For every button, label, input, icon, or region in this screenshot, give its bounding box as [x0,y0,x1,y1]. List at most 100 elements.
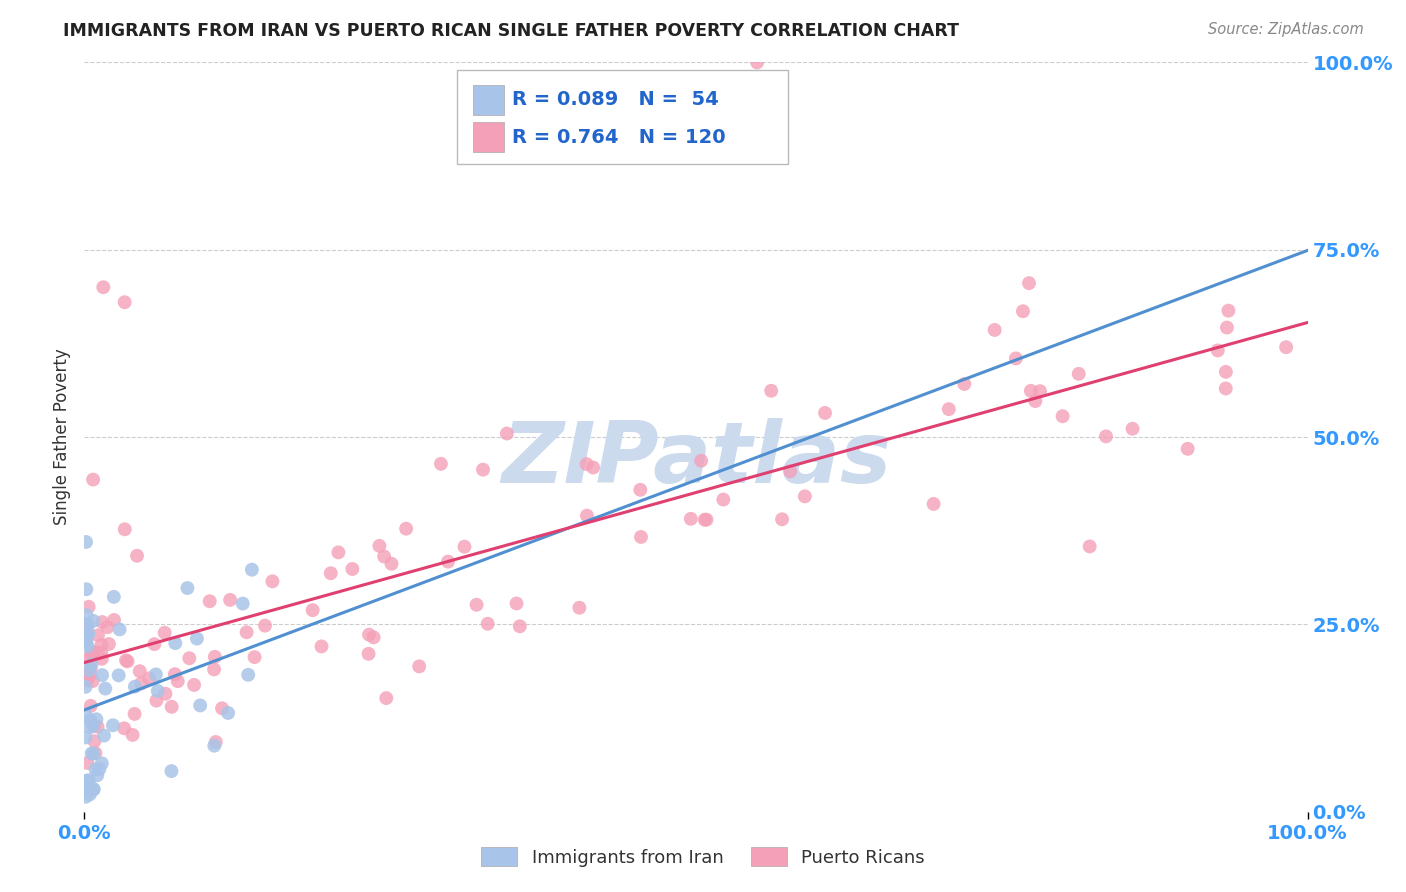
Point [363,630,385,644]
Point [357,647,380,661]
Point [84,746,107,760]
Point [1275,340,1298,354]
Point [77,599,100,614]
Point [75,582,97,597]
Text: R = 0.764   N = 120: R = 0.764 N = 120 [513,128,725,147]
Point [761,384,783,398]
Point [82,473,104,487]
Point [138,671,160,685]
Point [342,562,364,576]
Point [79,720,101,734]
Point [79,650,101,665]
Point [472,463,495,477]
Point [202,739,225,753]
Point [75,680,97,694]
Point [79,788,101,802]
Point [115,653,138,667]
Point [575,457,598,471]
Point [380,557,402,571]
Point [301,603,323,617]
Point [83,719,105,733]
Point [243,650,266,665]
Point [75,707,97,722]
Point [117,654,139,668]
Point [83,782,105,797]
Point [238,667,260,681]
Point [1052,409,1074,424]
Point [90,756,112,771]
Point [75,776,97,790]
Point [76,774,98,789]
Point [82,747,104,761]
Point [679,512,702,526]
Point [75,780,97,794]
Point [1078,540,1101,554]
Point [83,645,105,659]
Point [204,649,226,664]
Point [1206,343,1229,358]
Point [124,680,146,694]
Point [204,735,226,749]
Point [373,549,395,564]
Point [408,659,430,673]
Point [983,323,1005,337]
Point [628,483,651,497]
Point [82,614,104,628]
Point [1216,320,1239,334]
Point [80,648,103,663]
Point [77,663,100,677]
Point [75,617,97,632]
Point [91,280,114,294]
Point [76,621,98,635]
Text: IMMIGRANTS FROM IRAN VS PUERTO RICAN SINGLE FATHER POVERTY CORRELATION CHART: IMMIGRANTS FROM IRAN VS PUERTO RICAN SIN… [63,22,959,40]
Point [240,563,263,577]
Point [202,662,225,676]
Point [938,402,960,417]
Point [1067,367,1090,381]
Point [89,762,111,776]
Point [183,678,205,692]
Point [75,535,97,549]
Point [76,608,98,623]
Point [630,530,652,544]
Point [814,406,837,420]
Point [198,594,221,608]
Point [75,731,97,745]
Point [125,549,148,563]
Point [232,597,254,611]
Point [1019,384,1042,398]
Point [76,640,98,654]
Point [163,667,186,681]
Y-axis label: Single Father Poverty: Single Father Poverty [53,349,72,525]
Point [112,721,135,735]
Point [77,627,100,641]
Point [82,718,104,732]
Point [375,691,398,706]
Point [165,636,187,650]
Legend: Immigrants from Iran, Puerto Ricans: Immigrants from Iran, Puerto Ricans [474,840,932,874]
Point [1024,394,1046,409]
Point [83,734,105,748]
Point [160,764,183,778]
Point [453,540,475,554]
Point [87,628,110,642]
Point [253,618,276,632]
Point [1005,351,1028,366]
Point [186,632,208,646]
Text: R = 0.089   N =  54: R = 0.089 N = 54 [513,90,720,110]
Point [1095,429,1118,443]
Point [437,555,460,569]
Point [166,674,188,689]
Point [75,789,97,804]
Point [80,661,103,675]
Point [75,636,97,650]
Point [1218,303,1240,318]
Point [76,673,98,688]
Point [101,718,124,732]
Point [1012,304,1035,318]
Point [1018,276,1040,290]
Point [211,701,233,715]
Point [430,457,453,471]
Point [103,613,125,627]
Point [953,376,976,391]
